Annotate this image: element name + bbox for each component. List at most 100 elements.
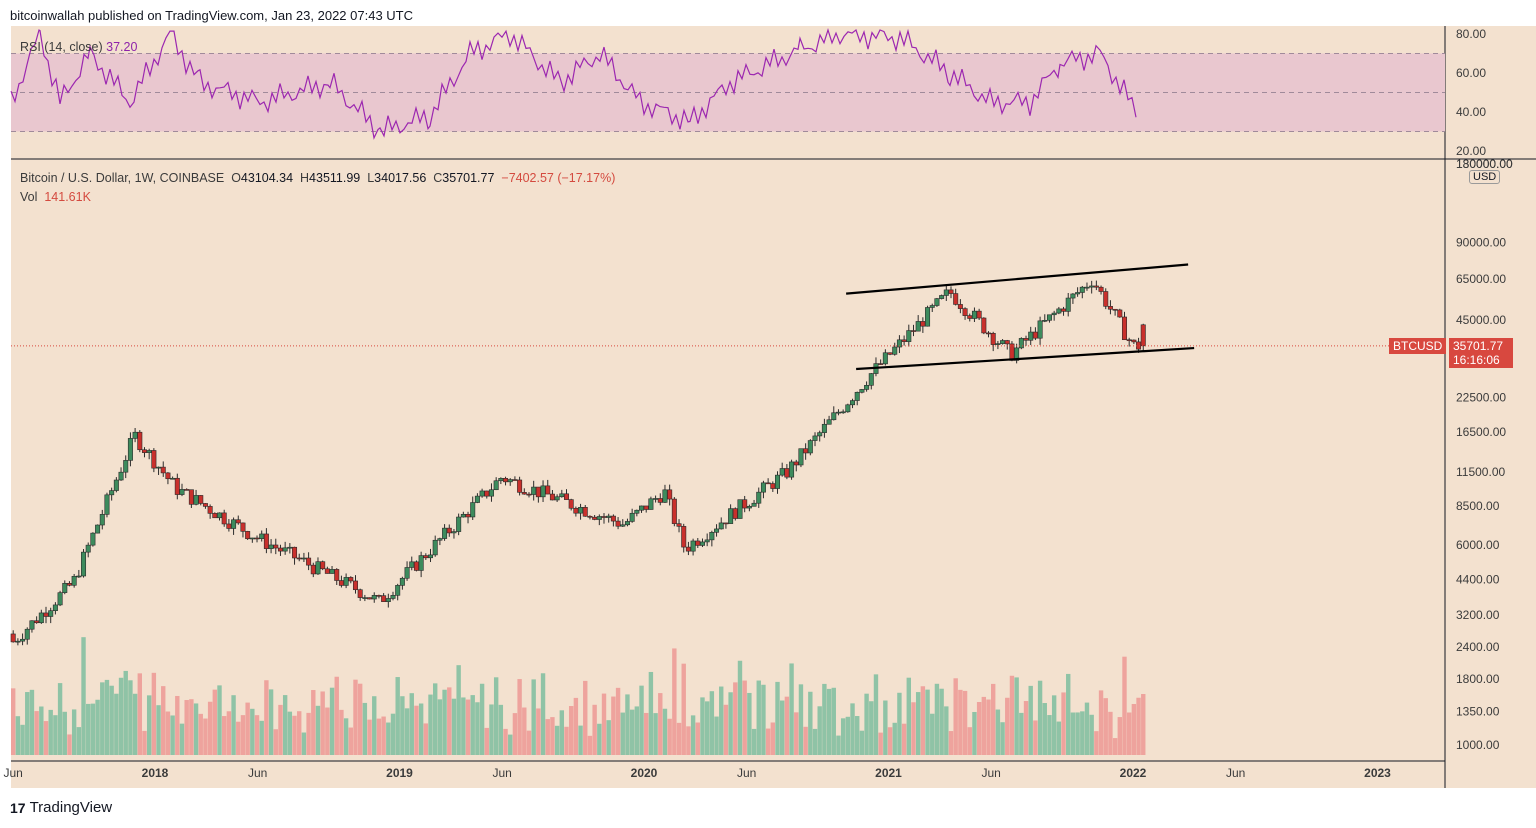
candle-body xyxy=(338,580,344,586)
volume-bar xyxy=(461,697,466,755)
volume-bar xyxy=(53,715,58,755)
volume-bar xyxy=(231,695,236,755)
tradingview-brand[interactable]: TradingView xyxy=(29,799,113,816)
volume-bar xyxy=(808,691,813,755)
candle-body xyxy=(882,352,888,365)
volume-bar xyxy=(34,711,39,755)
volume-bar xyxy=(526,730,532,755)
volume-bar xyxy=(104,679,110,755)
volume-bar xyxy=(1141,693,1146,755)
candle-body xyxy=(484,490,490,497)
volume-bar xyxy=(564,726,569,755)
volume-bar xyxy=(503,728,508,755)
volume-bar xyxy=(170,715,175,755)
volume-bar xyxy=(1094,731,1099,755)
volume-bar xyxy=(67,734,72,755)
candle-body xyxy=(1046,314,1052,321)
price-axis-background[interactable] xyxy=(1445,26,1536,788)
candle-body xyxy=(859,389,865,393)
volume-bar xyxy=(648,671,654,755)
candle-body xyxy=(1084,286,1090,289)
volume-bar xyxy=(911,702,916,755)
volume-bar xyxy=(653,713,658,755)
candle-body xyxy=(352,580,358,591)
candle-body xyxy=(995,343,1001,345)
candle-body xyxy=(915,321,921,332)
currency-button[interactable]: USD xyxy=(1469,170,1501,184)
volume-bar xyxy=(409,693,414,755)
volume-bar xyxy=(259,720,264,755)
volume-bar xyxy=(976,701,982,755)
volume-bar xyxy=(475,702,480,755)
candle-body xyxy=(451,531,457,534)
candle-body xyxy=(990,333,996,345)
volume-bar xyxy=(990,683,996,755)
volume-bar xyxy=(550,717,555,755)
volume-bar xyxy=(1000,722,1005,755)
volume-bar xyxy=(681,663,686,755)
volume-bar xyxy=(1005,697,1010,755)
candle-body xyxy=(104,494,110,515)
volume-bar xyxy=(273,729,278,755)
volume-bar xyxy=(353,679,358,755)
candle-body xyxy=(292,546,298,559)
volume-bar xyxy=(662,708,668,755)
candle-body xyxy=(507,479,513,483)
candle-body xyxy=(667,489,673,500)
volume-bar xyxy=(311,690,316,755)
volume-bar xyxy=(1131,703,1137,755)
volume-bar xyxy=(733,682,738,755)
volume-bar xyxy=(118,677,124,755)
volume-bar xyxy=(784,696,790,755)
volume-bar xyxy=(109,685,114,755)
volume-bar xyxy=(690,715,696,755)
candle-body xyxy=(287,546,293,549)
candle-body xyxy=(896,339,902,348)
candle-body xyxy=(1140,324,1146,347)
chart-background[interactable] xyxy=(11,26,1445,788)
volume-bar xyxy=(156,705,161,755)
vol-value: 141.61K xyxy=(44,190,91,204)
candle-body xyxy=(141,449,147,453)
candle-body xyxy=(592,516,598,520)
candle-body xyxy=(601,516,607,518)
candle-body xyxy=(1009,343,1015,361)
volume-bar xyxy=(897,692,902,755)
candle-body xyxy=(1032,331,1038,339)
volume-bar xyxy=(747,692,752,755)
volume-bar xyxy=(845,716,851,755)
price-tick-label: 1800.00 xyxy=(1456,672,1500,686)
volume-bar xyxy=(100,682,105,755)
open-value: 43104.34 xyxy=(240,171,294,185)
candle-body xyxy=(399,577,405,586)
volume-bar xyxy=(587,735,593,755)
volume-bar xyxy=(948,731,954,755)
symbol-price-tag: BTCUSD xyxy=(1389,338,1447,354)
rsi-tick-label: 20.00 xyxy=(1456,144,1486,158)
candle-body xyxy=(803,448,809,454)
candle-body xyxy=(418,555,424,571)
candle-body xyxy=(259,533,265,539)
candle-body xyxy=(296,557,302,560)
volume-bar xyxy=(639,685,644,755)
candle-body xyxy=(835,411,841,414)
volume-bar xyxy=(672,648,677,755)
channel-upper-line xyxy=(846,263,1189,295)
volume-bar xyxy=(245,702,250,755)
candle-body xyxy=(610,515,616,522)
volume-bar xyxy=(958,689,963,755)
candle-body xyxy=(235,519,241,524)
volume-bar xyxy=(629,709,635,755)
candle-body xyxy=(188,489,194,505)
volume-bar xyxy=(1033,720,1038,755)
volume-bar xyxy=(362,702,368,755)
candle-body xyxy=(245,531,251,540)
volume-bar xyxy=(658,693,663,755)
candle-body xyxy=(57,592,63,606)
candle-body xyxy=(779,468,785,476)
candle-body xyxy=(831,412,837,421)
volume-bar xyxy=(545,719,550,755)
candle-body xyxy=(634,509,640,514)
candle-body xyxy=(38,612,44,624)
